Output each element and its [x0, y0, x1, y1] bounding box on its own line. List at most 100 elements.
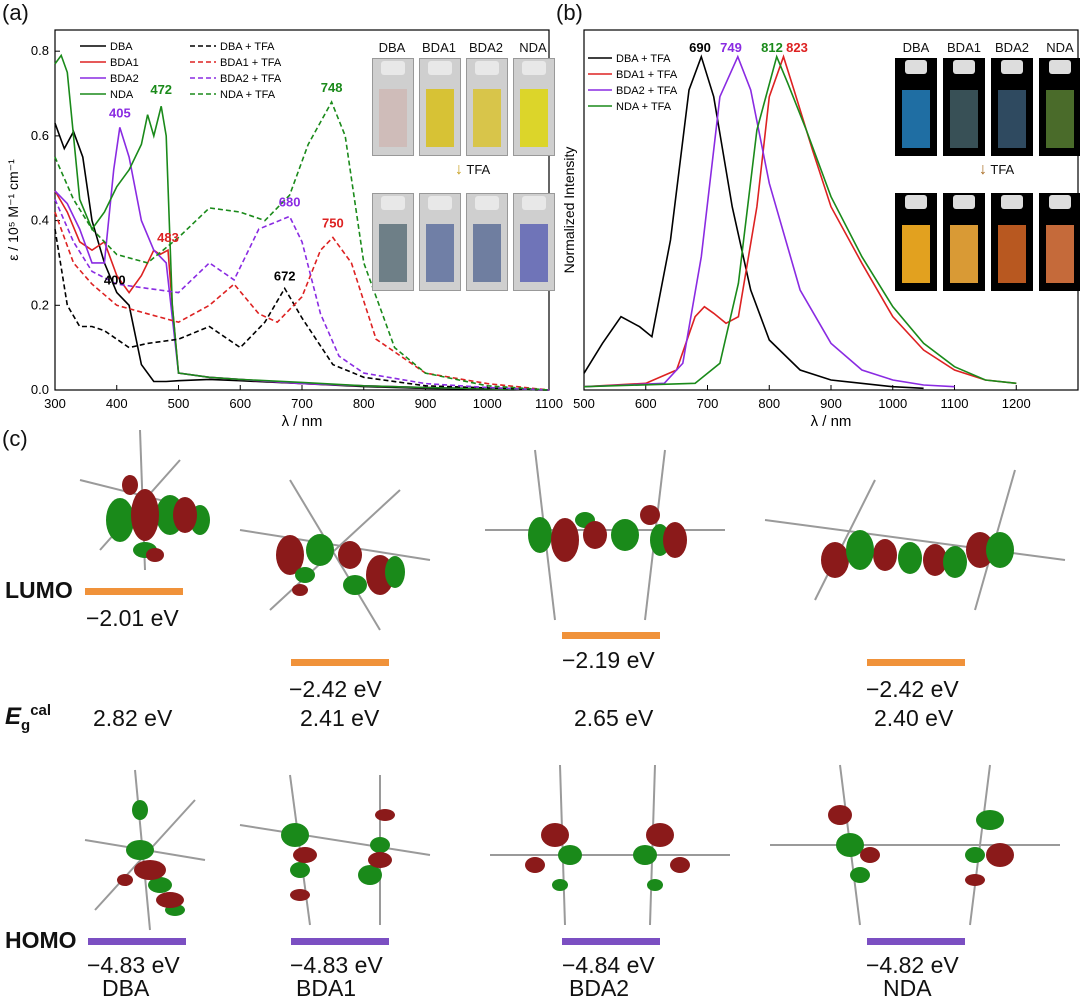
- chart-b-legend-label: BDA2 + TFA: [616, 85, 678, 97]
- chart-b-xtick-label: 1200: [1002, 396, 1031, 411]
- vial-label: BDA1: [422, 40, 456, 55]
- vial-cap: [1049, 195, 1071, 209]
- vial-solution: [520, 224, 548, 282]
- homo-level-nda: [867, 938, 965, 945]
- lumo-energy-dba: −2.01 eV: [86, 605, 179, 631]
- chart-b-xlabel: λ / nm: [811, 413, 852, 430]
- vial-cap: [953, 195, 975, 209]
- vial-cap: [953, 60, 975, 74]
- vial-solution: [1046, 225, 1074, 283]
- chart-a-annotation: 680: [279, 194, 301, 209]
- gap-energy-nda: 2.40 eV: [874, 705, 954, 731]
- chart-b-series-3: [583, 54, 1017, 388]
- vial-after-tfa: [466, 193, 508, 291]
- chart-b-annotation: 823: [786, 40, 808, 55]
- vial-before-tfa: [513, 58, 555, 156]
- vial-solution: [902, 90, 930, 148]
- chart-a-annotation: 405: [109, 105, 131, 120]
- chart-b-legend-label: DBA + TFA: [616, 53, 671, 65]
- vial-after-tfa: [895, 193, 937, 291]
- chart-a-legend-label: BDA2: [110, 73, 139, 85]
- chart-b-series-0: [583, 54, 924, 390]
- lumo-level-bda1: [291, 659, 389, 666]
- vial-cap: [1049, 60, 1071, 74]
- vial-solution: [1046, 90, 1074, 148]
- vial-after-tfa: [991, 193, 1033, 291]
- gap-energy-bda2: 2.65 eV: [574, 705, 654, 731]
- lumo-energy-bda2: −2.19 eV: [562, 647, 655, 673]
- chart-b-xtick-label: 800: [758, 396, 780, 411]
- molecule-name-bda1: BDA1: [296, 975, 357, 1001]
- vial-before-tfa: [895, 58, 937, 156]
- chart-a-ytick-label: 0.8: [31, 43, 49, 58]
- vial-cap: [475, 61, 499, 75]
- lumo-orbital-bda2: [485, 449, 725, 621]
- chart-a-legend-label: DBA: [110, 41, 133, 53]
- vial-solution: [520, 89, 548, 147]
- chart-a-series-6: [54, 199, 550, 391]
- lumo-energy-bda1: −2.42 eV: [289, 676, 382, 702]
- lumo-orbital-nda: [764, 469, 1066, 611]
- chart-b-annotation: 812: [761, 40, 783, 55]
- vial-after-tfa: [372, 193, 414, 291]
- vial-label: BDA1: [947, 40, 981, 55]
- homo-label: HOMO: [5, 927, 77, 953]
- chart-a-legend-label: BDA2 + TFA: [220, 73, 282, 85]
- chart-b-ylabel: Normalized Intensity: [561, 147, 577, 274]
- chart-a-annotation: 748: [321, 80, 343, 95]
- chart-b-series-1: [583, 54, 1017, 388]
- vial-cap: [1001, 60, 1023, 74]
- chart-b-xtick-label: 900: [820, 396, 842, 411]
- chart-b-xtick-label: 700: [697, 396, 719, 411]
- gap-label-sup: cal: [30, 702, 52, 719]
- vial-cap: [381, 61, 405, 75]
- molecule-name-nda: NDA: [883, 975, 932, 1001]
- lumo-orbital-dba: [79, 429, 210, 571]
- vial-label: NDA: [519, 40, 547, 55]
- lumo-level-dba: [85, 588, 183, 595]
- vial-before-tfa: [466, 58, 508, 156]
- tfa-arrow-label: TFA: [990, 162, 1015, 177]
- chart-a-xtick-label: 1100: [535, 396, 563, 411]
- homo-energy-bda1: −4.83 eV: [290, 952, 383, 978]
- panel-label-a: (a): [2, 0, 29, 25]
- tfa-arrow: ↓ TFA: [455, 161, 490, 179]
- vial-solution: [379, 224, 407, 282]
- gap-energy-dba: 2.82 eV: [93, 705, 173, 731]
- tfa-arrow-label: TFA: [466, 162, 491, 177]
- homo-level-bda2: [562, 938, 660, 945]
- chart-a-xtick-label: 600: [229, 396, 251, 411]
- chart-a-ylabel: ε / 10⁵ M⁻¹ cm⁻¹: [5, 159, 21, 261]
- vial-label: BDA2: [995, 40, 1029, 55]
- chart-b-legend-label: NDA + TFA: [616, 101, 672, 113]
- lumo-orbital-bda1: [239, 479, 431, 631]
- vial-solution: [950, 225, 978, 283]
- lumo-label: LUMO: [5, 577, 73, 603]
- chart-a-xtick-label: 700: [291, 396, 313, 411]
- vial-label: DBA: [902, 40, 930, 55]
- chart-a-annotation: 472: [150, 82, 172, 97]
- chart-b-annotation: 749: [720, 40, 742, 55]
- chart-a-legend-label: NDA: [110, 89, 134, 101]
- homo-level-dba: [88, 938, 186, 945]
- absorption-emission-charts: 300 400 500 600 700 800 900 1000 1100 0.0 0.2 0.4 0.…: [5, 29, 1079, 430]
- chart-a-annotation: 483: [157, 230, 179, 245]
- gap-label-main: E: [5, 703, 22, 730]
- homo-orbital-nda: [770, 764, 1060, 926]
- molecule-name-bda2: BDA2: [569, 975, 630, 1001]
- chart-a-ytick-label: 0.0: [31, 382, 49, 397]
- chart-a-xtick-label: 800: [353, 396, 375, 411]
- homo-energy-dba: −4.83 eV: [87, 952, 180, 978]
- vial-solution: [950, 90, 978, 148]
- chart-a-legend-label: NDA + TFA: [220, 89, 276, 101]
- vial-label: DBA: [378, 40, 406, 55]
- vial-solution: [379, 89, 407, 147]
- tfa-arrow: ↓ TFA: [979, 161, 1014, 179]
- chart-a-ytick-label: 0.4: [31, 213, 49, 228]
- vial-before-tfa: [991, 58, 1033, 156]
- chart-a-xtick-label: 900: [415, 396, 437, 411]
- vial-solution: [998, 90, 1026, 148]
- homo-orbital-bda2: [490, 764, 730, 926]
- vial-cap: [905, 195, 927, 209]
- homo-orbital-dba: [84, 769, 206, 931]
